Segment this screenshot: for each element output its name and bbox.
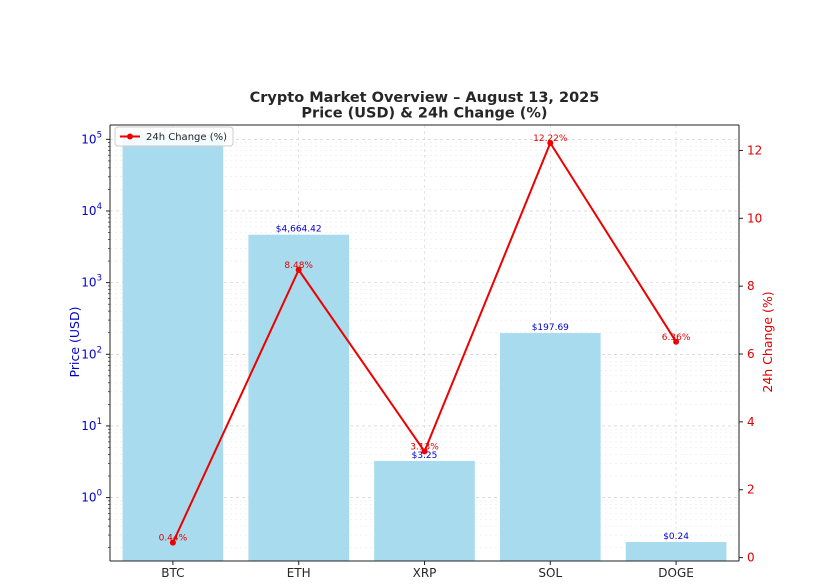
legend: 24h Change (%) bbox=[114, 126, 234, 147]
y2-tick-label: 10 bbox=[747, 211, 762, 225]
y-tick-exponent: 1 bbox=[97, 417, 102, 427]
y2-axis-label: 24h Change (%) bbox=[760, 291, 775, 392]
x-tick-label: XRP bbox=[413, 566, 437, 580]
legend-marker-swatch bbox=[127, 133, 133, 140]
change-value-label: 0.44% bbox=[159, 534, 188, 544]
data-labels: $4,664.42 $3.25 $197.69 $0.24 0.44% 8.48% 3.13… bbox=[159, 134, 691, 544]
change-value-label: 3.13% bbox=[410, 442, 439, 452]
legend-label: 24h Change (%) bbox=[146, 132, 227, 143]
change-point-sol bbox=[547, 139, 554, 146]
y2-tick-label: 2 bbox=[747, 483, 755, 497]
y-tick-label: 105 bbox=[81, 130, 102, 146]
bar-value-label: $197.69 bbox=[532, 323, 569, 333]
y-tick-base: 10 bbox=[81, 419, 96, 433]
y2-tick-label: 6 bbox=[747, 347, 755, 361]
y-tick-label: 104 bbox=[81, 202, 102, 218]
y2-tick-label: 0 bbox=[747, 551, 755, 565]
price-bar-sol bbox=[499, 333, 601, 561]
y-tick-exponent: 3 bbox=[97, 274, 102, 284]
change-point-xrp bbox=[421, 448, 428, 455]
x-tick-label: BTC bbox=[161, 566, 184, 580]
y-tick-label: 102 bbox=[81, 345, 102, 361]
y-axis-label: Price (USD) bbox=[67, 307, 82, 378]
x-tick-label: SOL bbox=[538, 566, 562, 580]
y-tick-exponent: 0 bbox=[97, 489, 102, 499]
y-tick-base: 10 bbox=[81, 132, 96, 146]
y-tick-label: 100 bbox=[81, 489, 102, 505]
y-tick-base: 10 bbox=[81, 347, 96, 361]
change-value-label: 6.36% bbox=[662, 333, 691, 343]
y-tick-label: 101 bbox=[81, 417, 102, 433]
price-bar-doge bbox=[625, 541, 727, 561]
legend-box bbox=[114, 126, 234, 147]
y-tick-exponent: 5 bbox=[97, 130, 102, 140]
x-tick-label: DOGE bbox=[658, 566, 694, 580]
bar-value-label: $0.24 bbox=[663, 532, 689, 542]
change-point-eth bbox=[295, 266, 302, 273]
y-tick-label: 103 bbox=[81, 274, 102, 290]
price-bar-btc bbox=[122, 133, 224, 561]
change-value-label: 12.22% bbox=[533, 134, 568, 144]
y2-tick-label: 12 bbox=[747, 143, 762, 157]
axes bbox=[106, 124, 743, 565]
chart-title: Crypto Market Overview – August 13, 2025 bbox=[250, 90, 600, 106]
bar-value-label: $4,664.42 bbox=[276, 225, 322, 235]
y-tick-base: 10 bbox=[81, 276, 96, 290]
y-tick-exponent: 2 bbox=[97, 345, 102, 355]
x-tick-label: ETH bbox=[287, 566, 311, 580]
chart-subtitle: Price (USD) & 24h Change (%) bbox=[301, 106, 547, 122]
y2-tick-label: 4 bbox=[747, 415, 755, 429]
price-bar-eth bbox=[248, 234, 350, 561]
y-tick-base: 10 bbox=[81, 204, 96, 218]
change-line-series bbox=[169, 139, 680, 546]
y2-tick-label: 8 bbox=[747, 279, 755, 293]
price-bars bbox=[122, 133, 727, 561]
price-bar-xrp bbox=[374, 460, 475, 561]
change-value-label: 8.48% bbox=[284, 261, 313, 271]
bar-value-label: $3.25 bbox=[412, 451, 438, 461]
change-point-btc bbox=[169, 539, 176, 546]
y-tick-base: 10 bbox=[81, 491, 96, 505]
change-point-doge bbox=[673, 338, 680, 345]
y-tick-exponent: 4 bbox=[97, 202, 102, 212]
